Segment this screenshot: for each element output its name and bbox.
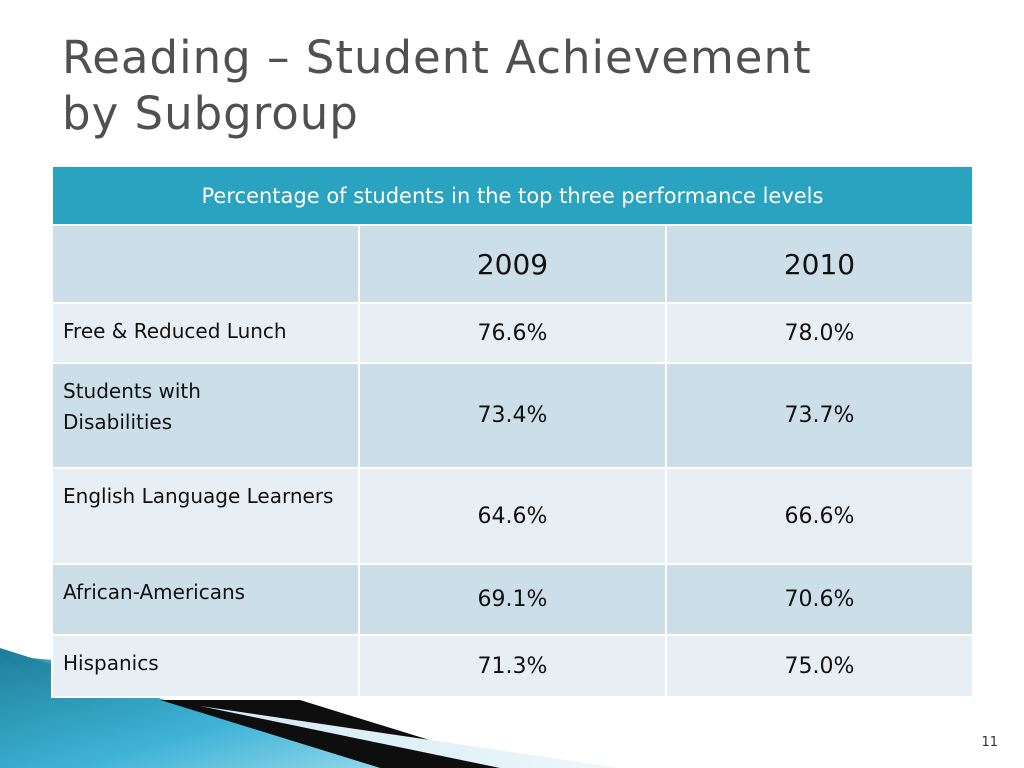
slide-title: Reading – Student Achievement by Subgrou… [62,30,962,142]
value-2009: 64.6% [358,467,667,565]
header-empty-cell [51,224,360,304]
value-2009: 71.3% [358,634,667,698]
table-row: Students with Disabilities 73.4% 73.7% [51,362,974,469]
value-2009: 69.1% [358,563,667,636]
value-2010: 70.6% [665,563,974,636]
slide-title-line-2: by Subgroup [62,87,359,140]
value-2010: 73.7% [665,362,974,469]
value-2009: 73.4% [358,362,667,469]
row-label: Students with Disabilities [51,362,360,469]
value-2009: 76.6% [358,302,667,364]
table-row: African-Americans 69.1% 70.6% [51,563,974,636]
value-2010: 66.6% [665,467,974,565]
table-row: Free & Reduced Lunch 76.6% 78.0% [51,302,974,364]
table-row: English Language Learners 64.6% 66.6% [51,467,974,565]
table-row: Hispanics 71.3% 75.0% [51,634,974,698]
subgroup-achievement-table: Percentage of students in the top three … [51,165,974,698]
table-header-row: 2009 2010 [51,224,974,304]
table-banner-row: Percentage of students in the top three … [51,165,974,226]
row-label: Hispanics [51,634,360,698]
row-label: English Language Learners [51,467,360,565]
page-number: 11 [981,735,998,750]
value-2010: 78.0% [665,302,974,364]
table-banner: Percentage of students in the top three … [51,165,974,226]
slide-title-line-1: Reading – Student Achievement [62,31,812,84]
value-2010: 75.0% [665,634,974,698]
row-label: African-Americans [51,563,360,636]
row-label: Free & Reduced Lunch [51,302,360,364]
header-2010: 2010 [665,224,974,304]
header-2009: 2009 [358,224,667,304]
